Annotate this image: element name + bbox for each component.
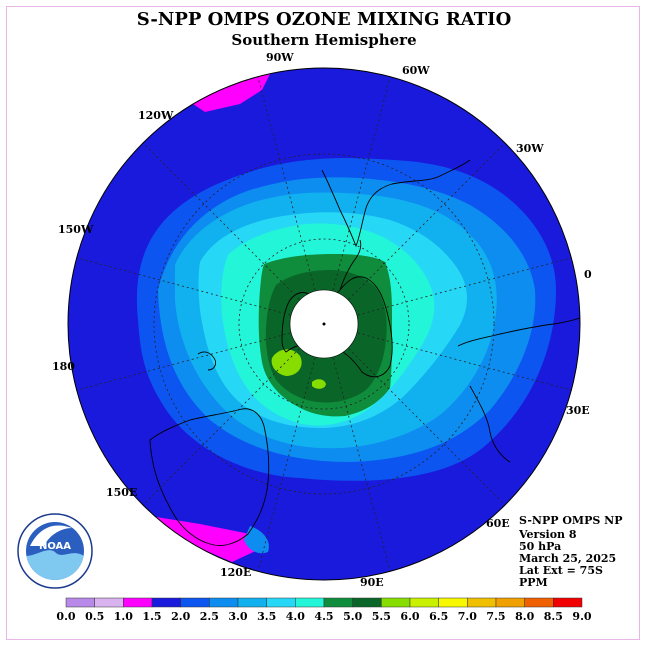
colorbar-tick-label: 8.0 (515, 610, 534, 623)
lon-label-120e: 120E (220, 566, 251, 579)
info-lat-ext: Lat Ext = 75S (519, 564, 603, 577)
noaa-logo: NOAA (17, 513, 93, 589)
chart-subtitle: Southern Hemisphere (231, 31, 417, 49)
coastline-antarctic-peninsula (339, 239, 362, 291)
colorbar-swatch (524, 597, 554, 608)
lon-label-60w: 60W (402, 64, 430, 77)
info-date: March 25, 2025 (519, 552, 616, 565)
latitude-circle-30s (153, 153, 495, 495)
info-instrument: S-NPP OMPS NP (519, 514, 622, 527)
colorbar-tick-label: 6.5 (429, 610, 448, 623)
colorbar-tick-label: 7.0 (458, 610, 477, 623)
lon-label-60e: 60E (486, 517, 510, 530)
colorbar-swatch (123, 597, 153, 608)
colorbar-swatch (94, 597, 124, 608)
coastline-africa (457, 317, 580, 347)
colorbar-swatch (266, 597, 296, 608)
coastline-south-america (321, 159, 471, 248)
info-version: Version 8 (518, 528, 577, 541)
coastline-antarctica (281, 276, 393, 378)
noaa-logo-text: NOAA (39, 541, 71, 552)
colorbar-tick-label: 7.5 (486, 610, 505, 623)
coastline-new-zealand (197, 351, 217, 371)
contour-band-1.0-south (150, 516, 262, 562)
colorbar-tick-label: 5.0 (343, 610, 362, 623)
map-border (67, 67, 581, 581)
lon-label-30w: 30W (516, 142, 544, 155)
colorbar-swatch (381, 597, 411, 608)
chart-title: S-NPP OMPS OZONE MIXING RATIO (136, 9, 512, 30)
info-level: 50 hPa (519, 540, 561, 553)
latitude-circle-60s (238, 238, 410, 410)
longitude-labels: 90W 60W 30W 0 30E 60E 90E 120E 150E 180 … (52, 51, 592, 589)
coastline-africa-2 (469, 385, 511, 463)
contour-band-5.5-b (312, 379, 326, 389)
lon-label-0: 0 (584, 268, 592, 281)
colorbar-swatch (151, 597, 181, 608)
colorbar-tick-label: 0.0 (56, 610, 75, 623)
colorbar-tick-label: 0.5 (85, 610, 104, 623)
graticule (76, 76, 572, 572)
colorbar-swatch (209, 597, 239, 608)
colorbar-tick-label: 4.5 (314, 610, 333, 623)
colorbar-swatch (409, 597, 439, 608)
colorbar-swatch (553, 597, 583, 608)
contour-band-5.5 (271, 349, 302, 376)
lon-label-150e: 150E (106, 486, 137, 499)
noaa-logo-wave (26, 550, 84, 580)
colorbar-swatch (438, 597, 468, 608)
colorbar-ticks: 0.0 0.5 1.0 1.5 2.0 2.5 3.0 3.5 4.0 4.5 5.0 5.5 6.0 6… (56, 610, 591, 623)
colorbar-swatch (180, 597, 210, 608)
lon-label-180: 180 (52, 360, 75, 373)
polar-map (67, 67, 581, 581)
colorbar-tick-label: 4.0 (286, 610, 305, 623)
colorbar (65, 597, 583, 608)
colorbar-tick-label: 2.5 (200, 610, 219, 623)
lon-label-30e: 30E (566, 404, 590, 417)
colorbar-swatch (65, 597, 95, 608)
colorbar-swatch (495, 597, 525, 608)
colorbar-swatch (323, 597, 353, 608)
colorbar-tick-label: 1.5 (142, 610, 161, 623)
lon-label-90w: 90W (266, 51, 294, 64)
colorbar-tick-label: 6.0 (400, 610, 419, 623)
colorbar-swatch (352, 597, 382, 608)
colorbar-swatch (237, 597, 267, 608)
lon-label-90e: 90E (360, 576, 384, 589)
info-units: PPM (519, 576, 548, 589)
contour-band-2.5-south (244, 526, 269, 554)
colorbar-tick-label: 2.0 (171, 610, 190, 623)
coastline-australia (149, 408, 270, 546)
figure-frame (6, 6, 640, 640)
colorbar-swatch (467, 597, 497, 608)
colorbar-tick-label: 1.0 (114, 610, 133, 623)
colorbar-tick-label: 5.5 (372, 610, 391, 623)
contour-band-1.0 (190, 70, 272, 112)
noaa-logo-bird (30, 525, 72, 546)
coastlines (149, 159, 580, 546)
south-pole-marker (322, 322, 326, 326)
colorbar-tick-label: 3.5 (257, 610, 276, 623)
colorbar-tick-label: 3.0 (228, 610, 247, 623)
colorbar-swatch (295, 597, 325, 608)
colorbar-tick-label: 9.0 (572, 610, 591, 623)
colorbar-tick-label: 8.5 (544, 610, 563, 623)
info-block: S-NPP OMPS NP Version 8 50 hPa March 25,… (518, 514, 622, 589)
lon-label-150w: 150W (58, 223, 94, 236)
lon-label-120w: 120W (138, 109, 174, 122)
